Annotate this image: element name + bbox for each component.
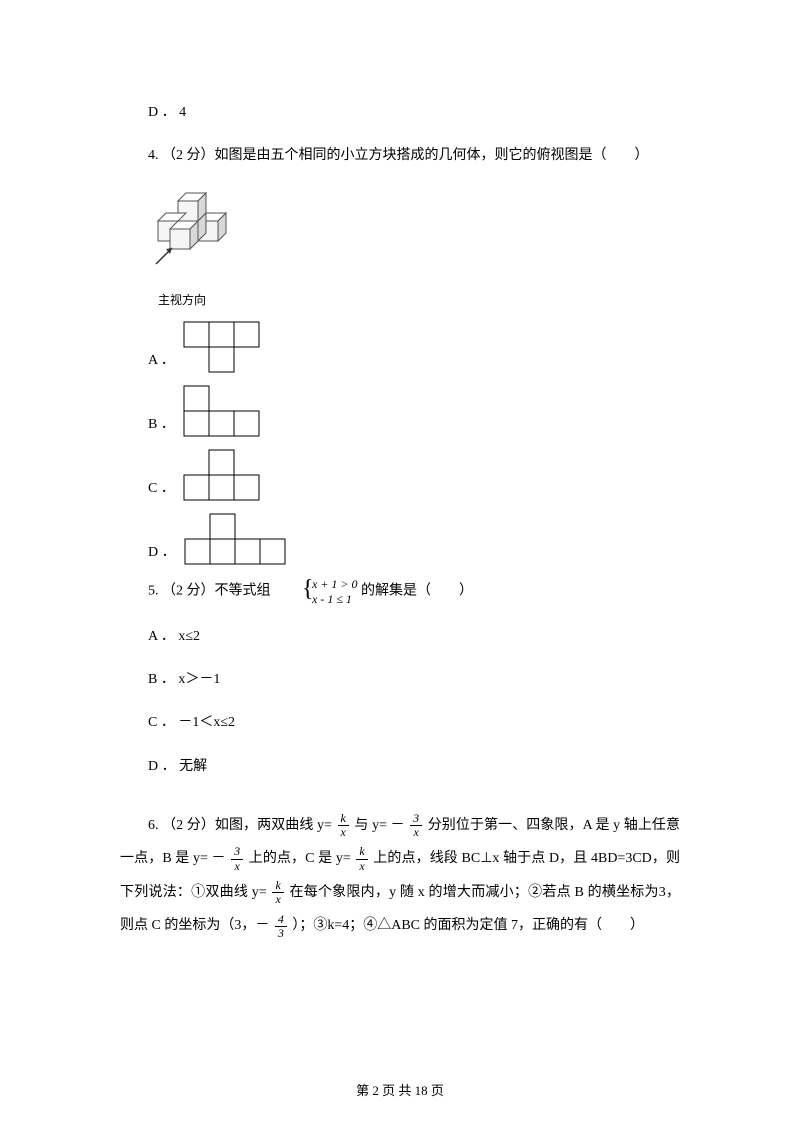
q4-option-b-svg — [183, 385, 261, 437]
q4-option-c: C ． — [148, 449, 680, 501]
q3-d-label: D ． — [148, 105, 176, 120]
q4-a-label: A ． — [148, 348, 175, 373]
q5-line1: x + 1 > 0 — [284, 577, 358, 591]
q6-p6: 上的点，线段 BC⊥x 轴于点 D，且 4BD=3CD，则 — [370, 851, 680, 866]
q6-frac3: 3x — [231, 845, 243, 872]
q6-frac5: kx — [272, 879, 283, 906]
q4-b-label: B ． — [148, 412, 175, 437]
q6-p8: 在每个象限内，y 随 x 的增大而减小；②若点 B 的横坐标为 — [286, 885, 659, 900]
footer-text: 第 2 页 共 18 页 — [356, 1083, 444, 1098]
q6-frac4: kx — [356, 845, 367, 872]
q6-p2: 与 y= － — [351, 818, 408, 833]
q3-d-value: 4 — [179, 105, 186, 120]
q4-stem: 4. （2 分）如图是由五个相同的小立方块搭成的几何体，则它的俯视图是（ ） — [120, 143, 680, 168]
q5-option-d: D ． 无解 — [120, 754, 680, 779]
q6-p5: 上的点，C 是 y= — [245, 851, 354, 866]
q4-option-a: A ． — [148, 321, 680, 373]
q4-option-c-svg — [183, 449, 261, 501]
q6-p10: ）；③k=4；④△ABC 的面积为定值 7，正确的有（ ） — [289, 918, 644, 933]
q5-c-text: －1＜x≤2 — [178, 715, 235, 730]
page-footer: 第 2 页 共 18 页 — [0, 1079, 800, 1102]
q4-3d-figure: 主视方向 — [148, 186, 680, 311]
q5-a-label: A ． — [148, 629, 175, 644]
q3-option-d: D ． 4 — [120, 100, 680, 125]
q4-option-d-svg — [184, 513, 287, 565]
q4-option-d: D ． — [148, 513, 680, 565]
q5-option-a: A ． x≤2 — [120, 624, 680, 649]
q6-p3: 分别位于第一、四象限，A 是 y 轴上任 — [424, 818, 666, 833]
q5-a-text: x≤2 — [178, 629, 200, 644]
q5-c-label: C ． — [148, 715, 175, 730]
q5-b-text: x＞－1 — [178, 672, 220, 687]
q5-d-label: D ． — [148, 759, 176, 774]
q5-stem: 5. （2 分）不等式组 x + 1 > 0 x - 1 ≤ 1 的解集是（ ） — [120, 577, 680, 606]
q6-frac2: 3x — [410, 812, 422, 839]
q6-p1: 6. （2 分）如图，两双曲线 y= — [148, 818, 336, 833]
q6-p7: 下列说法：①双曲线 y= — [120, 885, 270, 900]
q4-d-label: D ． — [148, 540, 176, 565]
q5-prefix: 5. （2 分）不等式组 — [148, 584, 271, 599]
q6-frac6: 43 — [275, 913, 287, 940]
q4-option-a-svg — [183, 321, 261, 373]
q5-brace: x + 1 > 0 x - 1 ≤ 1 — [274, 577, 358, 606]
q5-d-text: 无解 — [179, 759, 207, 774]
q6-frac1: kx — [338, 812, 349, 839]
q5-b-label: B ． — [148, 672, 175, 687]
q5-option-b: B ． x＞－1 — [120, 667, 680, 692]
q5-option-c: C ． －1＜x≤2 — [120, 710, 680, 735]
q6-stem: 6. （2 分）如图，两双曲线 y= kx 与 y= － 3x 分别位于第一、四… — [120, 809, 680, 943]
q4-option-b: B ． — [148, 385, 680, 437]
q5-suffix: 的解集是（ ） — [361, 584, 473, 599]
q4-stem-suffix: ） — [635, 148, 649, 163]
q4-c-label: C ． — [148, 476, 175, 501]
q5-line2: x - 1 ≤ 1 — [284, 592, 358, 606]
q4-stem-prefix: 4. （2 分）如图是由五个相同的小立方块搭成的几何体，则它的俯视图是（ — [148, 148, 607, 163]
